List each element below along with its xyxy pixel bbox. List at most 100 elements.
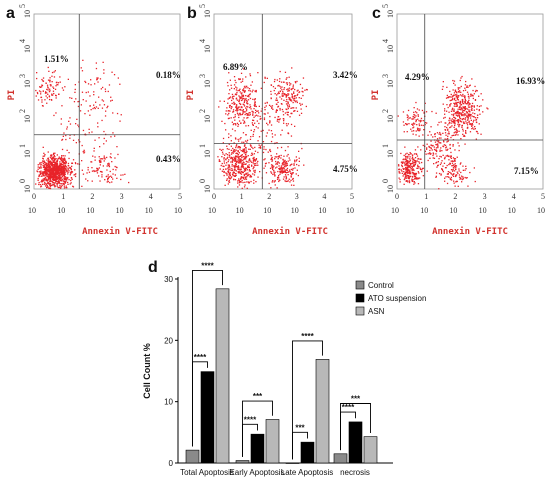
event-dot [63, 171, 65, 173]
event-dot [296, 80, 298, 83]
event-dot [420, 117, 423, 120]
event-dot [280, 134, 282, 136]
event-dot [292, 167, 294, 170]
event-dot [74, 169, 76, 171]
event-dot [35, 89, 37, 92]
event-dot [69, 117, 71, 119]
event-dot [112, 173, 114, 175]
event-dot [43, 152, 45, 154]
event-dot [46, 159, 48, 161]
event-dot [413, 173, 415, 175]
event-dot [59, 166, 61, 168]
event-dot [51, 157, 53, 159]
event-dot [245, 125, 247, 127]
event-dot [58, 175, 61, 177]
significance-label: **** [201, 261, 214, 270]
event-dot [69, 97, 71, 99]
event-dot [45, 162, 47, 165]
x-axis-label: Annexin V-FITC [252, 226, 328, 237]
event-dot [239, 108, 241, 111]
event-dot [452, 120, 454, 123]
event-dot [279, 170, 281, 172]
event-dot [254, 164, 256, 167]
event-dot [461, 175, 463, 177]
event-dot [278, 179, 280, 181]
event-dot [255, 114, 258, 116]
event-dot [281, 93, 283, 95]
event-dot [293, 164, 295, 166]
event-dot [411, 178, 413, 180]
event-dot [406, 152, 408, 154]
event-dot [66, 149, 68, 151]
event-dot [460, 138, 462, 140]
event-dot [289, 164, 291, 167]
event-dot [453, 80, 456, 82]
event-dot [56, 164, 58, 166]
event-dot [458, 149, 460, 152]
event-dot [60, 162, 62, 164]
event-dot [250, 174, 252, 177]
event-dot [56, 171, 58, 174]
event-dot [97, 126, 99, 128]
event-dot [254, 162, 256, 165]
event-dot [235, 138, 237, 140]
event-dot [285, 178, 287, 180]
event-dot [287, 160, 289, 162]
event-dot [50, 170, 52, 172]
event-dot [445, 147, 447, 149]
event-dot [467, 102, 469, 104]
event-dot [439, 131, 441, 134]
event-dot [453, 126, 455, 128]
event-dot [454, 89, 457, 91]
quadrant-percent-upper-right: 0.18% [156, 70, 181, 80]
event-dot [225, 164, 227, 166]
event-dot [288, 106, 291, 108]
event-dot [407, 161, 409, 163]
event-dot [44, 164, 46, 166]
bar [348, 421, 363, 464]
event-dot [296, 163, 298, 166]
event-dot [237, 150, 239, 152]
event-dot [305, 88, 308, 91]
event-dot [51, 165, 53, 167]
event-dot [74, 175, 77, 178]
event-dot [291, 173, 293, 175]
event-dot [63, 168, 65, 170]
event-dot [296, 94, 298, 96]
y-tick-base: 10 [386, 150, 395, 158]
event-dot [74, 91, 76, 93]
event-dot [294, 125, 296, 127]
event-dot [238, 179, 240, 181]
event-dot [461, 178, 463, 181]
x-tick-base: 10 [208, 206, 216, 215]
event-dot [97, 122, 99, 124]
event-dot [287, 101, 289, 104]
event-dot [276, 118, 279, 120]
event-dot [63, 164, 65, 166]
event-dot [238, 172, 240, 174]
event-dot [459, 102, 461, 104]
event-dot [110, 100, 112, 102]
event-dot [222, 168, 225, 171]
bar [285, 462, 300, 464]
event-dot [451, 99, 453, 101]
event-dot [57, 169, 59, 171]
event-dot [68, 152, 70, 154]
x-tick-exponent: 0 [32, 192, 36, 201]
event-dot [252, 123, 254, 126]
event-dot [231, 169, 234, 171]
event-dot [289, 84, 291, 86]
event-dot [241, 156, 243, 159]
event-dot [85, 100, 87, 102]
event-dot [269, 167, 272, 169]
event-dot [290, 175, 292, 177]
event-dot [421, 169, 423, 171]
event-dot [243, 111, 245, 113]
event-dot [237, 159, 239, 161]
event-dot [291, 163, 293, 165]
event-dot [241, 165, 244, 167]
event-dot [264, 106, 266, 109]
event-dot [413, 183, 415, 185]
event-dot [83, 149, 85, 151]
event-dot [234, 159, 237, 161]
